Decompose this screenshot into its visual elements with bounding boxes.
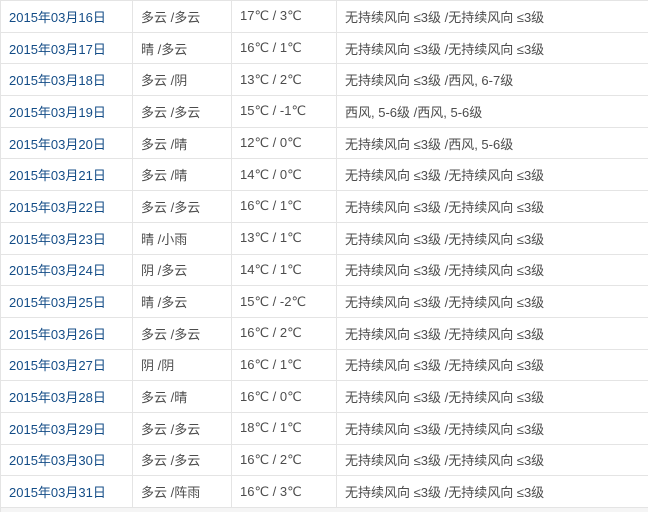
date-cell: 2015年03月31日	[1, 476, 133, 507]
wind-cell: 无持续风向 ≤3级 /无持续风向 ≤3级	[345, 421, 545, 437]
weather-cell: 多云 /多云	[133, 191, 232, 222]
table-row: 2015年03月27日 阴 /阴 16℃ / 1℃ 无持续风向 ≤3级 /无持续…	[1, 349, 648, 382]
weather-cell: 多云 /多云	[133, 96, 232, 127]
date-cell: 2015年03月26日	[1, 317, 133, 349]
date-cell: 2015年03月22日	[1, 191, 133, 222]
date-link[interactable]: 2015年03月20日	[9, 136, 106, 152]
date-cell: 2015年03月17日	[1, 32, 133, 64]
date-cell: 2015年03月24日	[1, 254, 133, 286]
date-link[interactable]: 2015年03月25日	[9, 295, 106, 311]
table-bottom-strip	[1, 508, 648, 512]
date-cell: 2015年03月28日	[1, 381, 133, 412]
table-row: 2015年03月18日 多云 /阴 13℃ / 2℃ 无持续风向 ≤3级 /西风…	[1, 64, 648, 97]
table-row: 2015年03月29日 多云 /多云 18℃ / 1℃ 无持续风向 ≤3级 /无…	[1, 412, 648, 445]
wind-cell: 无持续风向 ≤3级 /无持续风向 ≤3级	[345, 295, 545, 311]
table-row: 2015年03月28日 多云 /晴 16℃ / 0℃ 无持续风向 ≤3级 /无持…	[1, 381, 648, 413]
table-row: 2015年03月16日 多云 /多云 17℃ / 3℃ 无持续风向 ≤3级 /无…	[1, 1, 648, 33]
weather-cell: 多云 /阵雨	[133, 476, 232, 507]
temperature-cell: 18℃ / 1℃	[232, 412, 337, 444]
date-cell: 2015年03月21日	[1, 159, 133, 191]
date-link[interactable]: 2015年03月31日	[9, 485, 106, 501]
date-cell: 2015年03月27日	[1, 349, 133, 381]
weather-cell: 阴 /多云	[133, 254, 232, 286]
table-row: 2015年03月30日 多云 /多云 16℃ / 2℃ 无持续风向 ≤3级 /无…	[1, 444, 648, 477]
temperature-cell: 16℃ / 2℃	[232, 444, 337, 476]
temperature-cell: 16℃ / 3℃	[232, 476, 337, 507]
table-row: 2015年03月17日 晴 /多云 16℃ / 1℃ 无持续风向 ≤3级 /无持…	[1, 32, 648, 65]
date-link[interactable]: 2015年03月26日	[9, 326, 106, 342]
wind-cell: 无持续风向 ≤3级 /无持续风向 ≤3级	[345, 41, 545, 57]
wind-cell: 无持续风向 ≤3级 /西风, 5-6级	[345, 136, 514, 152]
date-link[interactable]: 2015年03月16日	[9, 9, 106, 25]
temperature-cell: 16℃ / 1℃	[232, 349, 337, 381]
date-cell: 2015年03月19日	[1, 96, 133, 127]
weather-cell: 多云 /多云	[133, 444, 232, 476]
wind-cell: 无持续风向 ≤3级 /无持续风向 ≤3级	[345, 453, 545, 469]
date-cell: 2015年03月16日	[1, 1, 133, 32]
date-link[interactable]: 2015年03月21日	[9, 168, 106, 184]
date-cell: 2015年03月29日	[1, 412, 133, 444]
weather-cell: 多云 /晴	[133, 381, 232, 412]
wind-cell: 无持续风向 ≤3级 /无持续风向 ≤3级	[345, 199, 545, 215]
table-row: 2015年03月23日 晴 /小雨 13℃ / 1℃ 无持续风向 ≤3级 /无持…	[1, 222, 648, 255]
table-row: 2015年03月19日 多云 /多云 15℃ / -1℃ 西风, 5-6级 /西…	[1, 96, 648, 128]
weather-cell: 晴 /多云	[133, 286, 232, 317]
table-row: 2015年03月25日 晴 /多云 15℃ / -2℃ 无持续风向 ≤3级 /无…	[1, 286, 648, 318]
temperature-cell: 13℃ / 1℃	[232, 222, 337, 254]
table-row: 2015年03月20日 多云 /晴 12℃ / 0℃ 无持续风向 ≤3级 /西风…	[1, 127, 648, 160]
temperature-cell: 16℃ / 1℃	[232, 191, 337, 222]
wind-cell: 无持续风向 ≤3级 /无持续风向 ≤3级	[345, 326, 545, 342]
date-cell: 2015年03月20日	[1, 127, 133, 159]
temperature-cell: 16℃ / 1℃	[232, 32, 337, 64]
weather-cell: 多云 /晴	[133, 127, 232, 159]
table-row: 2015年03月21日 多云 /晴 14℃ / 0℃ 无持续风向 ≤3级 /无持…	[1, 159, 648, 192]
weather-cell: 多云 /多云	[133, 317, 232, 349]
temperature-cell: 16℃ / 0℃	[232, 381, 337, 412]
date-link[interactable]: 2015年03月18日	[9, 73, 106, 89]
temperature-cell: 15℃ / -1℃	[232, 96, 337, 127]
table-row: 2015年03月22日 多云 /多云 16℃ / 1℃ 无持续风向 ≤3级 /无…	[1, 191, 648, 223]
temperature-cell: 15℃ / -2℃	[232, 286, 337, 317]
table-row: 2015年03月31日 多云 /阵雨 16℃ / 3℃ 无持续风向 ≤3级 /无…	[1, 476, 648, 508]
date-cell: 2015年03月18日	[1, 64, 133, 96]
wind-cell: 无持续风向 ≤3级 /无持续风向 ≤3级	[345, 168, 545, 184]
date-link[interactable]: 2015年03月30日	[9, 453, 106, 469]
date-link[interactable]: 2015年03月27日	[9, 358, 106, 374]
temperature-cell: 14℃ / 0℃	[232, 159, 337, 191]
wind-cell: 无持续风向 ≤3级 /无持续风向 ≤3级	[345, 9, 545, 25]
temperature-cell: 16℃ / 2℃	[232, 317, 337, 349]
weather-cell: 多云 /多云	[133, 1, 232, 32]
weather-cell: 多云 /多云	[133, 412, 232, 444]
wind-cell: 无持续风向 ≤3级 /无持续风向 ≤3级	[345, 390, 545, 406]
date-cell: 2015年03月30日	[1, 444, 133, 476]
date-link[interactable]: 2015年03月23日	[9, 231, 106, 247]
wind-cell: 无持续风向 ≤3级 /无持续风向 ≤3级	[345, 263, 545, 279]
date-link[interactable]: 2015年03月17日	[9, 41, 106, 57]
weather-cell: 晴 /多云	[133, 32, 232, 64]
date-link[interactable]: 2015年03月24日	[9, 263, 106, 279]
table-row: 2015年03月26日 多云 /多云 16℃ / 2℃ 无持续风向 ≤3级 /无…	[1, 317, 648, 350]
date-cell: 2015年03月25日	[1, 286, 133, 317]
table-row: 2015年03月24日 阴 /多云 14℃ / 1℃ 无持续风向 ≤3级 /无持…	[1, 254, 648, 287]
date-link[interactable]: 2015年03月28日	[9, 390, 106, 406]
date-link[interactable]: 2015年03月19日	[9, 104, 106, 120]
weather-cell: 多云 /晴	[133, 159, 232, 191]
temperature-cell: 12℃ / 0℃	[232, 127, 337, 159]
temperature-cell: 17℃ / 3℃	[232, 1, 337, 32]
weather-cell: 阴 /阴	[133, 349, 232, 381]
wind-cell: 无持续风向 ≤3级 /无持续风向 ≤3级	[345, 358, 545, 374]
wind-cell: 无持续风向 ≤3级 /西风, 6-7级	[345, 73, 514, 89]
wind-cell: 无持续风向 ≤3级 /无持续风向 ≤3级	[345, 231, 545, 247]
weather-cell: 晴 /小雨	[133, 222, 232, 254]
temperature-cell: 13℃ / 2℃	[232, 64, 337, 96]
date-link[interactable]: 2015年03月29日	[9, 421, 106, 437]
wind-cell: 无持续风向 ≤3级 /无持续风向 ≤3级	[345, 485, 545, 501]
temperature-cell: 14℃ / 1℃	[232, 254, 337, 286]
date-link[interactable]: 2015年03月22日	[9, 199, 106, 215]
weather-cell: 多云 /阴	[133, 64, 232, 96]
wind-cell: 西风, 5-6级 /西风, 5-6级	[345, 104, 483, 120]
date-cell: 2015年03月23日	[1, 222, 133, 254]
